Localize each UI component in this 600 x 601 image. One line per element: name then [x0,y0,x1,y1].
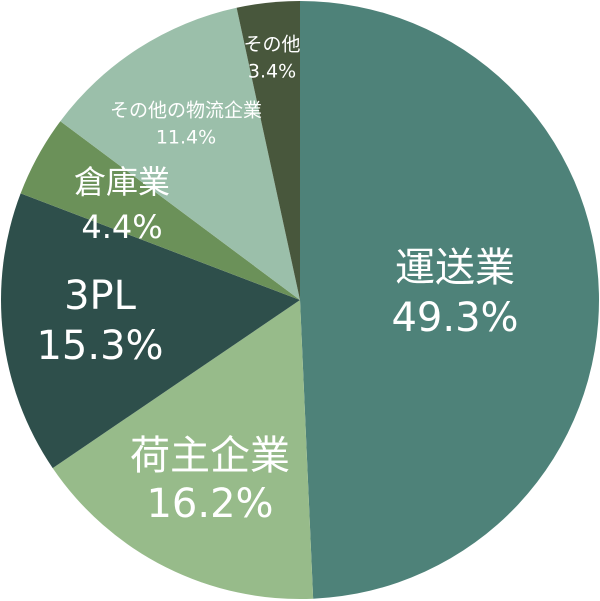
pie-slice [300,1,599,599]
slice-label: その他 [243,34,300,56]
slice-value-label: 15.3% [36,323,163,369]
slice-label: 荷主企業 [130,433,290,479]
slice-label: 運送業 [395,245,515,291]
slice-label: 3PL [64,273,137,319]
pie-slice [1,193,301,469]
slice-label: 倉庫業 [74,163,170,201]
slice-value-label: 4.4% [81,208,162,246]
slice-value-label: 11.4% [156,127,216,149]
pie-slice [60,7,301,300]
slice-value-label: 16.2% [146,481,273,527]
pie-slice [52,300,314,600]
slice-value-label: 3.4% [248,61,296,83]
pie-slice [236,0,300,300]
slice-value-label: 49.3% [391,295,518,341]
slice-label: その他の物流企業 [110,100,262,122]
pie-slice [20,121,300,300]
